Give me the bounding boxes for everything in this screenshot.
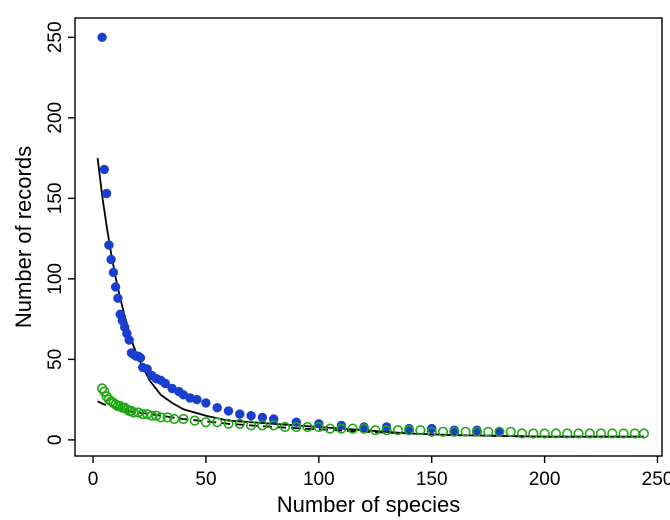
data-point [381, 425, 392, 436]
data-point [200, 417, 211, 428]
data-point [101, 188, 112, 199]
data-point [550, 428, 562, 439]
data-point [108, 267, 119, 278]
data-point [189, 415, 200, 426]
x-tick-label: 200 [529, 469, 561, 490]
y-tick-label: 250 [45, 21, 66, 53]
x-tick-label: 0 [88, 469, 99, 490]
data-point [160, 378, 171, 389]
data-point [113, 293, 123, 303]
data-point [192, 394, 202, 405]
data-point [415, 425, 426, 436]
data-point [607, 428, 618, 439]
x-tick-label: 100 [303, 469, 335, 490]
data-point [505, 426, 516, 437]
data-point [358, 423, 370, 434]
data-point [381, 422, 392, 432]
data-points [96, 32, 650, 439]
data-point [370, 425, 381, 436]
data-point [427, 423, 437, 434]
data-point [392, 425, 404, 436]
data-point [279, 421, 291, 433]
x-axis-label: Number of species [277, 492, 460, 517]
data-point [562, 428, 573, 439]
data-point [110, 282, 121, 292]
data-point [97, 32, 107, 43]
data-point [212, 403, 222, 413]
data-point [104, 240, 114, 250]
data-point [126, 405, 137, 417]
data-point [155, 412, 166, 423]
data-point [336, 423, 347, 434]
data-point [234, 418, 245, 429]
data-point [246, 420, 257, 431]
data-point [313, 421, 324, 433]
data-point [347, 423, 358, 434]
data-point [106, 254, 116, 265]
data-point [494, 426, 505, 437]
data-point [618, 428, 629, 439]
data-point [449, 426, 460, 437]
plot-frame [74, 17, 663, 457]
data-point [595, 428, 607, 439]
x-tick-label: 50 [195, 469, 216, 490]
x-tick-label: 150 [416, 469, 448, 490]
data-point [246, 411, 256, 421]
data-point [483, 426, 494, 437]
data-point [539, 428, 550, 439]
data-point [314, 419, 324, 429]
y-tick-label: 200 [45, 102, 66, 134]
data-point [223, 406, 234, 416]
x-tick-label: 250 [642, 469, 670, 490]
y-tick-label: 100 [45, 263, 66, 295]
data-point [426, 426, 437, 437]
y-tick-label: 0 [45, 435, 66, 446]
data-point [235, 409, 245, 419]
x-axis: 0 50 100 150 200 250 [88, 456, 670, 490]
series-1 [97, 32, 505, 437]
data-point [291, 421, 302, 433]
data-point [302, 421, 313, 433]
data-point [584, 428, 595, 439]
data-point [151, 410, 162, 421]
data-point [135, 353, 146, 363]
data-point [573, 428, 584, 439]
data-point [336, 420, 347, 431]
data-point [404, 425, 415, 436]
data-point [437, 426, 449, 437]
y-axis-label: Number of records [11, 146, 36, 328]
data-point [178, 413, 189, 425]
data-point [268, 420, 279, 431]
data-point [257, 420, 268, 431]
data-point [124, 335, 134, 345]
data-point [201, 398, 211, 408]
series-2 [96, 383, 650, 439]
data-point [142, 364, 152, 374]
data-point [162, 412, 173, 423]
y-axis: 0 50 100 150 200 250 [45, 21, 75, 445]
data-point [460, 426, 471, 437]
data-point [99, 164, 110, 175]
data-point [528, 428, 539, 439]
data-point [325, 423, 336, 434]
y-tick-label: 50 [45, 349, 66, 370]
data-point [223, 418, 234, 429]
data-point [516, 428, 528, 439]
data-point [99, 386, 110, 397]
data-point [212, 417, 223, 428]
data-point [471, 426, 483, 437]
y-tick-label: 150 [45, 183, 66, 215]
data-point [638, 428, 650, 439]
